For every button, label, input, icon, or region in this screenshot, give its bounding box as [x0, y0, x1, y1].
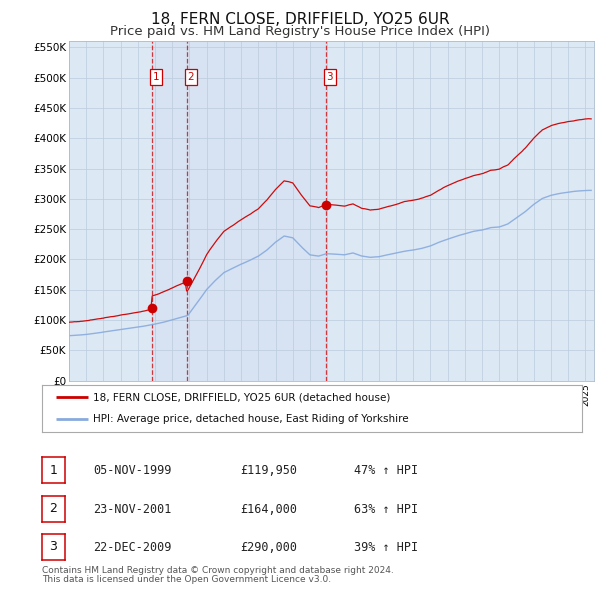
Text: 1: 1 [49, 464, 58, 477]
Text: 23-NOV-2001: 23-NOV-2001 [93, 503, 172, 516]
Text: 2: 2 [187, 72, 194, 82]
Text: £290,000: £290,000 [240, 541, 297, 554]
Text: 18, FERN CLOSE, DRIFFIELD, YO25 6UR: 18, FERN CLOSE, DRIFFIELD, YO25 6UR [151, 12, 449, 27]
Text: Price paid vs. HM Land Registry's House Price Index (HPI): Price paid vs. HM Land Registry's House … [110, 25, 490, 38]
Bar [187, 41, 326, 381]
Text: 2: 2 [49, 502, 58, 515]
Text: £164,000: £164,000 [240, 503, 297, 516]
Text: 39% ↑ HPI: 39% ↑ HPI [354, 541, 418, 554]
Text: £119,950: £119,950 [240, 464, 297, 477]
Text: This data is licensed under the Open Government Licence v3.0.: This data is licensed under the Open Gov… [42, 575, 331, 584]
Text: Contains HM Land Registry data © Crown copyright and database right 2024.: Contains HM Land Registry data © Crown c… [42, 566, 394, 575]
Text: HPI: Average price, detached house, East Riding of Yorkshire: HPI: Average price, detached house, East… [94, 414, 409, 424]
Bar [152, 41, 187, 381]
Text: 18, FERN CLOSE, DRIFFIELD, YO25 6UR (detached house): 18, FERN CLOSE, DRIFFIELD, YO25 6UR (det… [94, 392, 391, 402]
Text: 1: 1 [153, 72, 160, 82]
Text: 63% ↑ HPI: 63% ↑ HPI [354, 503, 418, 516]
Text: 3: 3 [49, 540, 58, 553]
Text: 22-DEC-2009: 22-DEC-2009 [93, 541, 172, 554]
Text: 3: 3 [326, 72, 333, 82]
Text: 05-NOV-1999: 05-NOV-1999 [93, 464, 172, 477]
Text: 47% ↑ HPI: 47% ↑ HPI [354, 464, 418, 477]
